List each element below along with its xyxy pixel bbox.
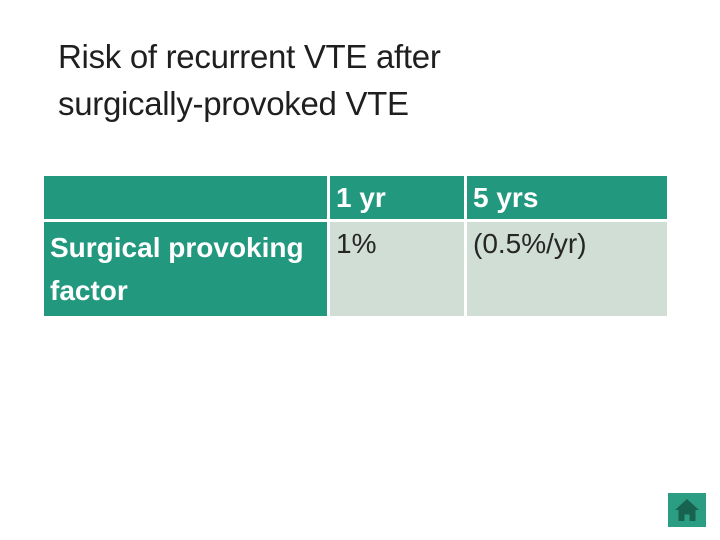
risk-table: 1 yr 5 yrs Surgical provoking factor 1% … (44, 176, 667, 316)
header-cell-blank (44, 176, 327, 219)
home-button[interactable] (668, 493, 706, 527)
value-cell-1yr: 1% (330, 222, 464, 316)
row-label-cell: Surgical provoking factor (44, 222, 327, 316)
slide-title-line-2: surgically-provoked VTE (58, 85, 409, 122)
home-icon (674, 498, 700, 522)
slide-title-line-1: Risk of recurrent VTE after (58, 38, 441, 75)
slide-title: Risk of recurrent VTE after surgically-p… (58, 33, 441, 127)
header-cell-1yr: 1 yr (330, 176, 464, 219)
header-cell-5yrs: 5 yrs (467, 176, 667, 219)
value-cell-5yrs: (0.5%/yr) (467, 222, 667, 316)
